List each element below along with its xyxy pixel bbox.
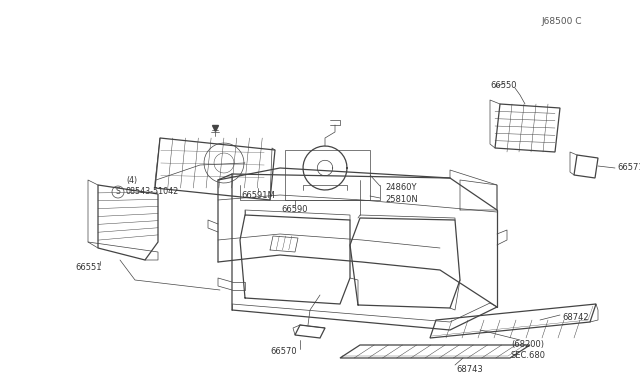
Text: 25810N: 25810N (385, 196, 418, 205)
Text: 66590: 66590 (282, 205, 308, 215)
Text: 66591M: 66591M (241, 190, 275, 199)
Text: J68500 C: J68500 C (541, 17, 582, 26)
Text: 68742: 68742 (562, 314, 589, 323)
Text: (4): (4) (126, 176, 137, 186)
Text: 66551: 66551 (75, 263, 102, 273)
Text: (68200): (68200) (511, 340, 545, 349)
Text: 66570: 66570 (270, 347, 296, 356)
Text: 66571: 66571 (617, 164, 640, 173)
Text: 66550: 66550 (490, 81, 516, 90)
Text: 24860Y: 24860Y (385, 183, 417, 192)
Text: 08543-51042: 08543-51042 (126, 187, 179, 196)
Text: 68743: 68743 (456, 366, 483, 372)
Text: S: S (116, 187, 120, 196)
Text: SEC.680: SEC.680 (511, 350, 545, 359)
